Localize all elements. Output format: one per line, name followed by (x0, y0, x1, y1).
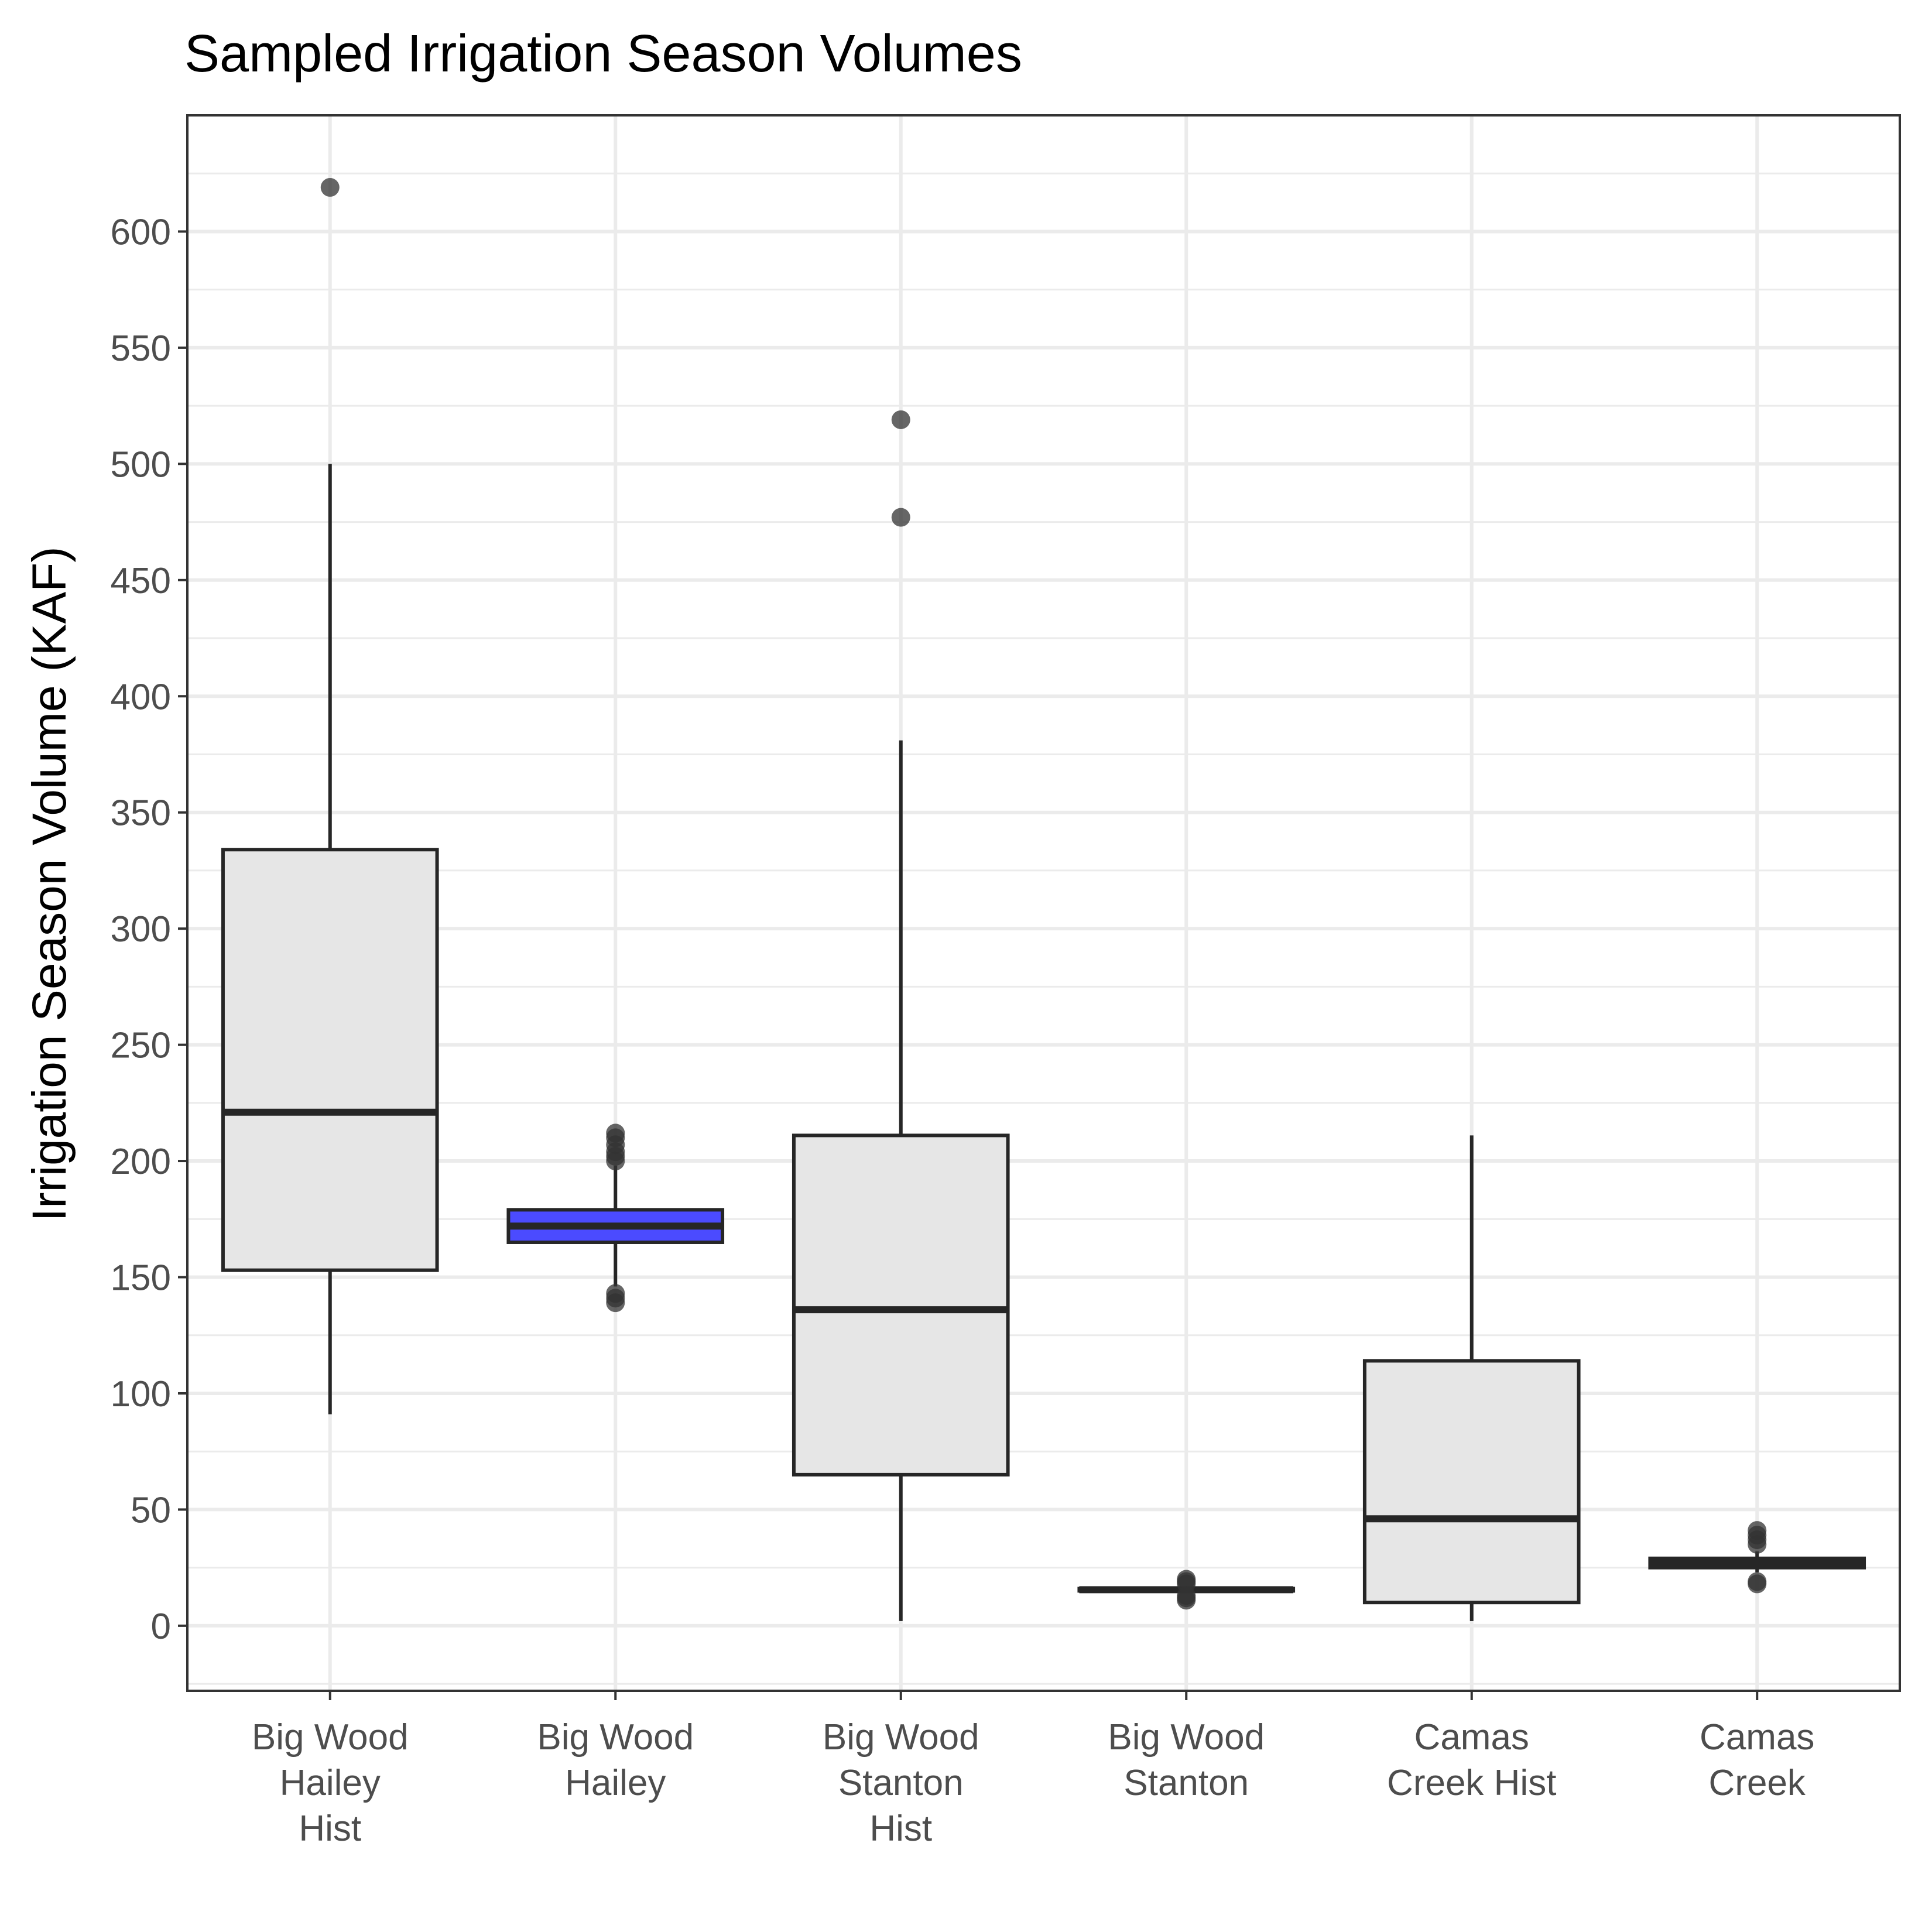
panel-border (186, 114, 1901, 1692)
y-tick-label: 200 (111, 1142, 171, 1182)
y-tick-label: 50 (131, 1490, 171, 1530)
x-category-label-line: Creek Hist (1387, 1763, 1556, 1803)
y-tick-label: 150 (111, 1258, 171, 1299)
x-category-label-line: Stanton (1123, 1763, 1249, 1803)
x-category-label: Big Wood Stanton (1108, 1717, 1265, 1803)
marks-layer (221, 178, 1866, 1621)
y-tick-label: 0 (151, 1606, 171, 1647)
x-category-label-line: Stanton (838, 1763, 964, 1803)
outlier-point (1177, 1570, 1196, 1589)
y-tick-label: 550 (111, 328, 171, 369)
x-category-label: Camas Creek (1700, 1717, 1814, 1803)
y-tick-label: 450 (111, 561, 171, 601)
x-category-label: Camas Creek Hist (1387, 1717, 1556, 1803)
axis-layer: 0 50 100 150 200 250 300 350 400 450 500 550 600 Big … (111, 114, 1901, 1849)
y-tick-label: 250 (111, 1026, 171, 1066)
y-tick-label: 600 (111, 212, 171, 252)
x-category-label-line: Big Wood (1108, 1717, 1265, 1758)
box-iqr (792, 1133, 1010, 1477)
x-category-label: Big Wood Hailey Hist (252, 1717, 409, 1849)
y-axis-label: Irrigation Season Volume (KAF) (23, 546, 76, 1221)
x-category-label-line: Big Wood (823, 1717, 979, 1758)
x-category-label-line: Big Wood (252, 1717, 409, 1758)
x-category-label-line: Camas (1414, 1717, 1529, 1758)
x-category-label-line: Camas (1700, 1717, 1814, 1758)
outlier-point (1748, 1521, 1767, 1540)
outlier-point (891, 410, 910, 429)
outlier-point (891, 508, 910, 527)
grid-layer (187, 115, 1900, 1691)
x-category-label: Big Wood Stanton Hist (823, 1717, 979, 1849)
box-group (1077, 1570, 1296, 1610)
panel-background (187, 115, 1900, 1691)
chart-title: Sampled Irrigation Season Volumes (184, 25, 1022, 83)
x-category-label: Big Wood Hailey (537, 1717, 694, 1803)
y-tick-label: 400 (111, 677, 171, 717)
y-tick-label: 100 (111, 1374, 171, 1414)
y-tick-label: 500 (111, 444, 171, 485)
outlier-point (606, 1123, 625, 1143)
y-tick-label: 300 (111, 909, 171, 950)
box-group (1648, 1521, 1866, 1594)
x-category-label-line: Hailey (280, 1763, 381, 1803)
x-category-label-line: Hailey (565, 1763, 666, 1803)
outlier-point (320, 178, 340, 197)
x-category-label-line: Creek (1709, 1763, 1806, 1803)
box-group (221, 178, 439, 1414)
box-group (792, 410, 1010, 1621)
box-group (1362, 1135, 1581, 1621)
x-category-label-line: Hist (299, 1808, 361, 1849)
box-iqr (221, 848, 439, 1272)
box-iqr (1362, 1359, 1581, 1605)
x-category-label-line: Hist (869, 1808, 932, 1849)
outlier-point (606, 1284, 625, 1303)
y-tick-label: 350 (111, 793, 171, 834)
box-group (506, 1123, 725, 1313)
x-category-label-line: Big Wood (537, 1717, 694, 1758)
outlier-point (1748, 1572, 1767, 1591)
